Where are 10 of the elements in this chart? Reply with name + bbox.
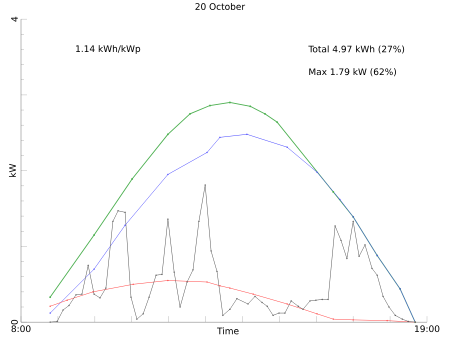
annotation: 1.14 kWh/kWp: [76, 45, 140, 54]
annotation: Total 4.97 kWh (27%): [308, 45, 404, 54]
x-axis-title: Time: [217, 327, 239, 334]
y-axis-title: kW: [8, 164, 16, 177]
chart-title: 20 October: [195, 2, 246, 10]
y-tick-label: 0: [11, 320, 18, 324]
x-tick-label: 8:00: [12, 325, 31, 332]
annotation: Max 1.79 kW (62%): [309, 68, 396, 76]
x-tick-label: 19:00: [415, 325, 440, 332]
y-tick-label: 4: [11, 16, 18, 22]
